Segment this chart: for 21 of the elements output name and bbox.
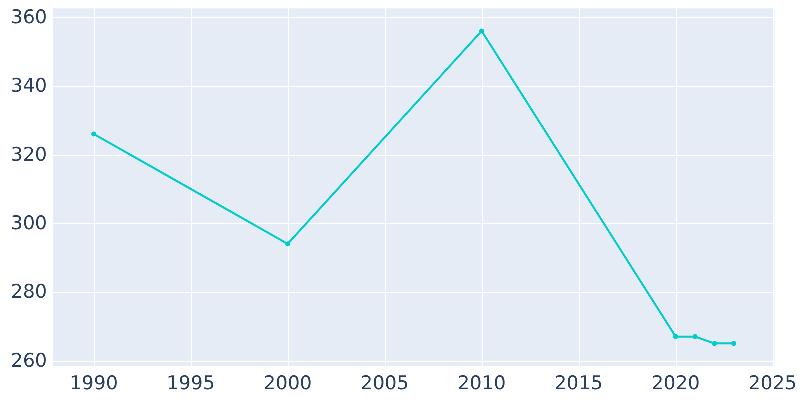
point bbox=[692, 334, 698, 340]
y-tick-label: 260 bbox=[11, 350, 48, 372]
x-tick-label: 1990 bbox=[70, 372, 118, 394]
point bbox=[732, 341, 737, 346]
y-tick-label: 280 bbox=[11, 281, 48, 304]
x-tick-label: 2005 bbox=[360, 372, 410, 394]
point bbox=[712, 341, 718, 346]
x-tick-label: 2015 bbox=[554, 372, 604, 394]
y-tick-label: 360 bbox=[11, 6, 48, 28]
x-tick-label: 2025 bbox=[748, 372, 798, 394]
point bbox=[479, 28, 484, 34]
x-tick-label: 1995 bbox=[166, 372, 216, 394]
y-tick-label: 320 bbox=[11, 144, 48, 166]
x-tick-label: 2020 bbox=[652, 372, 700, 394]
point bbox=[285, 242, 290, 247]
point bbox=[673, 334, 678, 340]
x-tick-label: 2000 bbox=[264, 372, 312, 394]
point bbox=[92, 132, 96, 137]
y-tick-label: 340 bbox=[11, 75, 48, 98]
x-tick-label: 2010 bbox=[458, 372, 506, 394]
y-tick-label: 300 bbox=[11, 212, 48, 235]
